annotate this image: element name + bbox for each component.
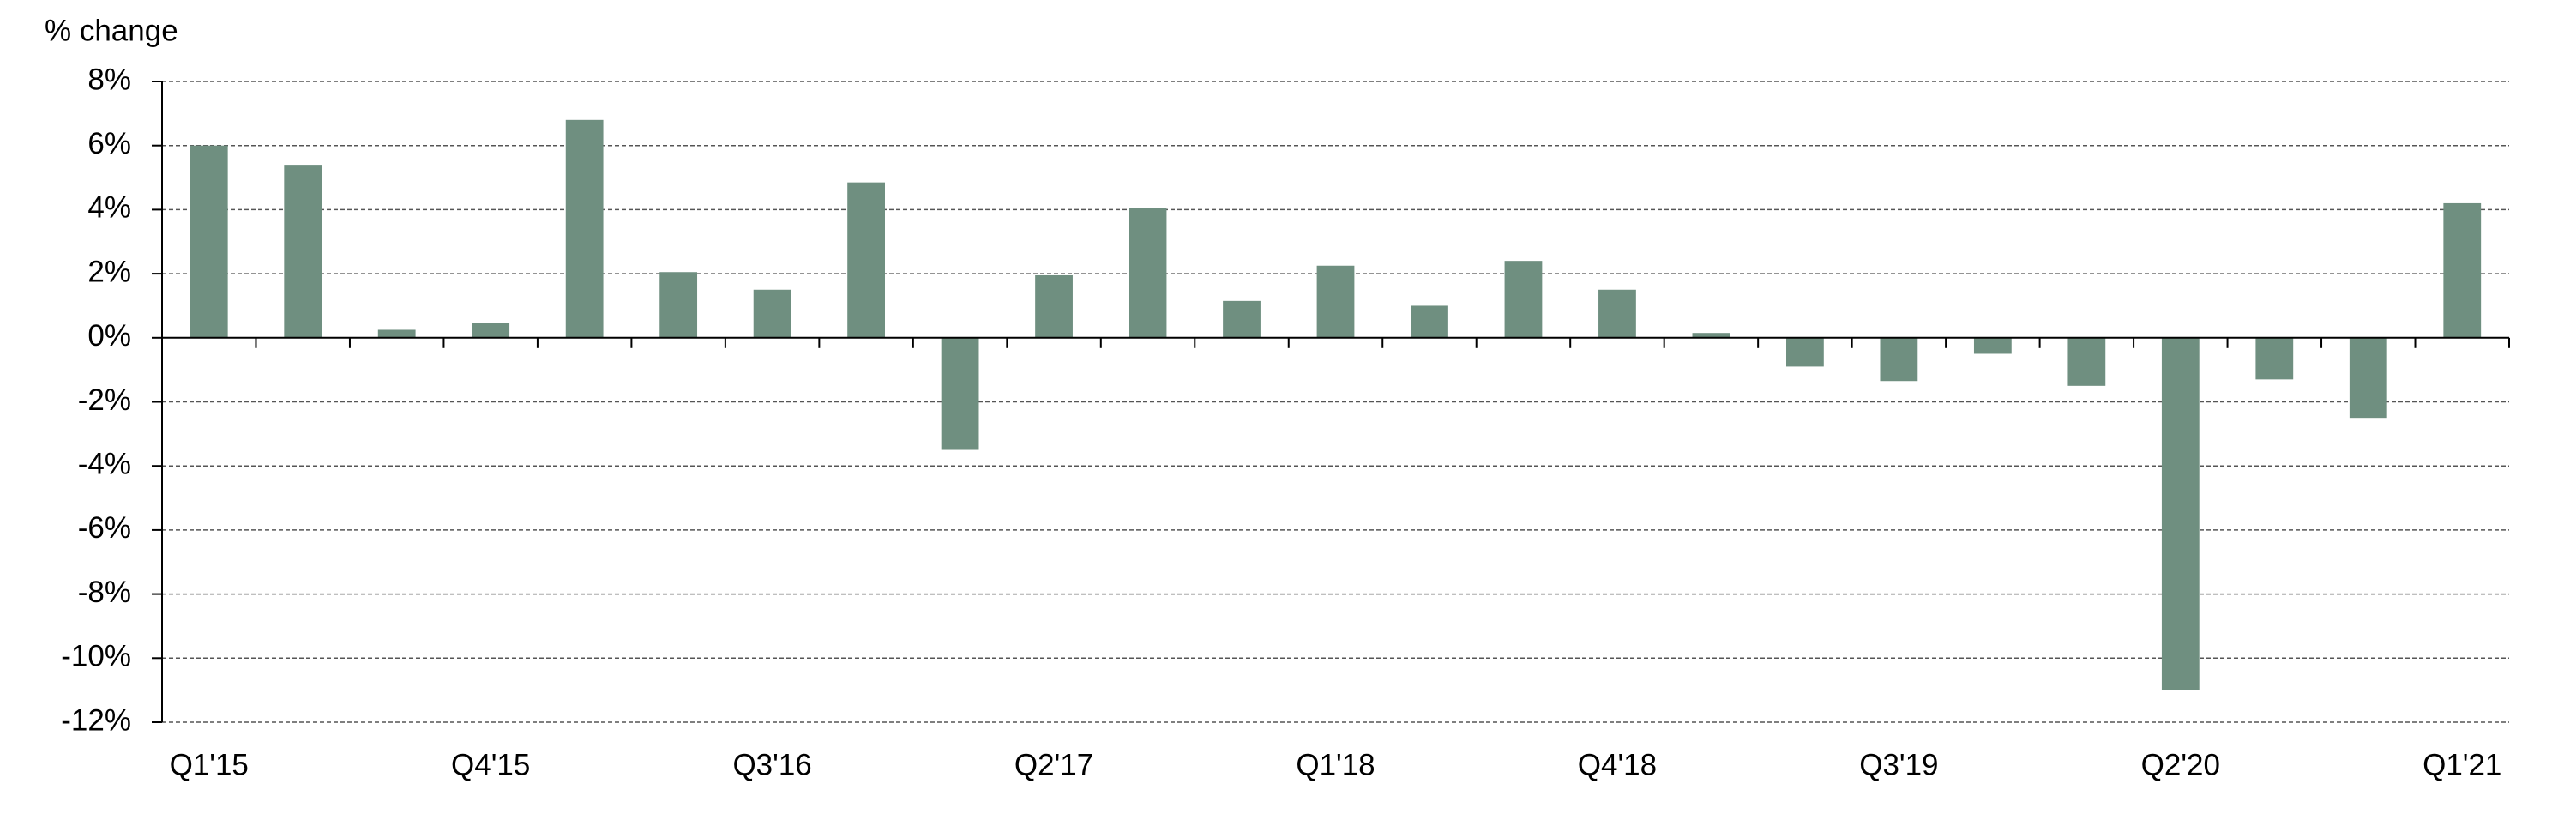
- x-tick-label: Q1'21: [2423, 748, 2501, 781]
- x-tick-label: Q3'16: [732, 748, 811, 781]
- y-tick-label: -10%: [61, 640, 131, 673]
- bar: [1316, 265, 1355, 338]
- bar: [847, 182, 885, 338]
- x-tick-label: Q1'15: [170, 748, 249, 781]
- x-tick-label: Q2'20: [2141, 748, 2220, 781]
- x-tick-label: Q1'18: [1296, 748, 1375, 781]
- y-tick-label: 2%: [87, 255, 131, 288]
- bar: [1223, 300, 1261, 338]
- bar: [377, 329, 416, 338]
- bar: [1692, 333, 1730, 338]
- bar: [1786, 337, 1824, 367]
- bar: [2067, 337, 2106, 386]
- y-tick-label: 6%: [87, 127, 131, 160]
- bar: [659, 272, 698, 338]
- x-tick-label: Q2'17: [1014, 748, 1093, 781]
- y-tick-label: -6%: [78, 511, 131, 545]
- y-axis-label: % change: [45, 14, 178, 47]
- bar: [2255, 337, 2294, 380]
- bar: [472, 323, 510, 338]
- y-tick-label: -2%: [78, 383, 131, 417]
- bar: [2161, 337, 2200, 690]
- x-tick-label: Q4'18: [1578, 748, 1657, 781]
- y-tick-label: -8%: [78, 576, 131, 609]
- bar: [1504, 261, 1543, 338]
- bar: [284, 165, 322, 338]
- bar: [1880, 337, 1918, 382]
- bar: [190, 145, 228, 338]
- bar: [1129, 208, 1167, 338]
- x-tick-label: Q3'19: [1859, 748, 1938, 781]
- y-tick-label: 4%: [87, 191, 131, 225]
- bar: [941, 337, 979, 450]
- bar: [753, 289, 791, 338]
- bar: [1598, 289, 1636, 338]
- bar: [1973, 337, 2012, 354]
- bar: [2349, 337, 2387, 419]
- y-tick-label: -12%: [61, 703, 131, 737]
- bar: [2443, 202, 2482, 338]
- bar: [1035, 274, 1073, 338]
- y-tick-label: -4%: [78, 447, 131, 480]
- y-tick-label: 8%: [87, 63, 131, 96]
- x-tick-label: Q4'15: [451, 748, 530, 781]
- bar: [1411, 305, 1448, 338]
- bar: [565, 119, 604, 338]
- y-tick-label: 0%: [87, 319, 131, 353]
